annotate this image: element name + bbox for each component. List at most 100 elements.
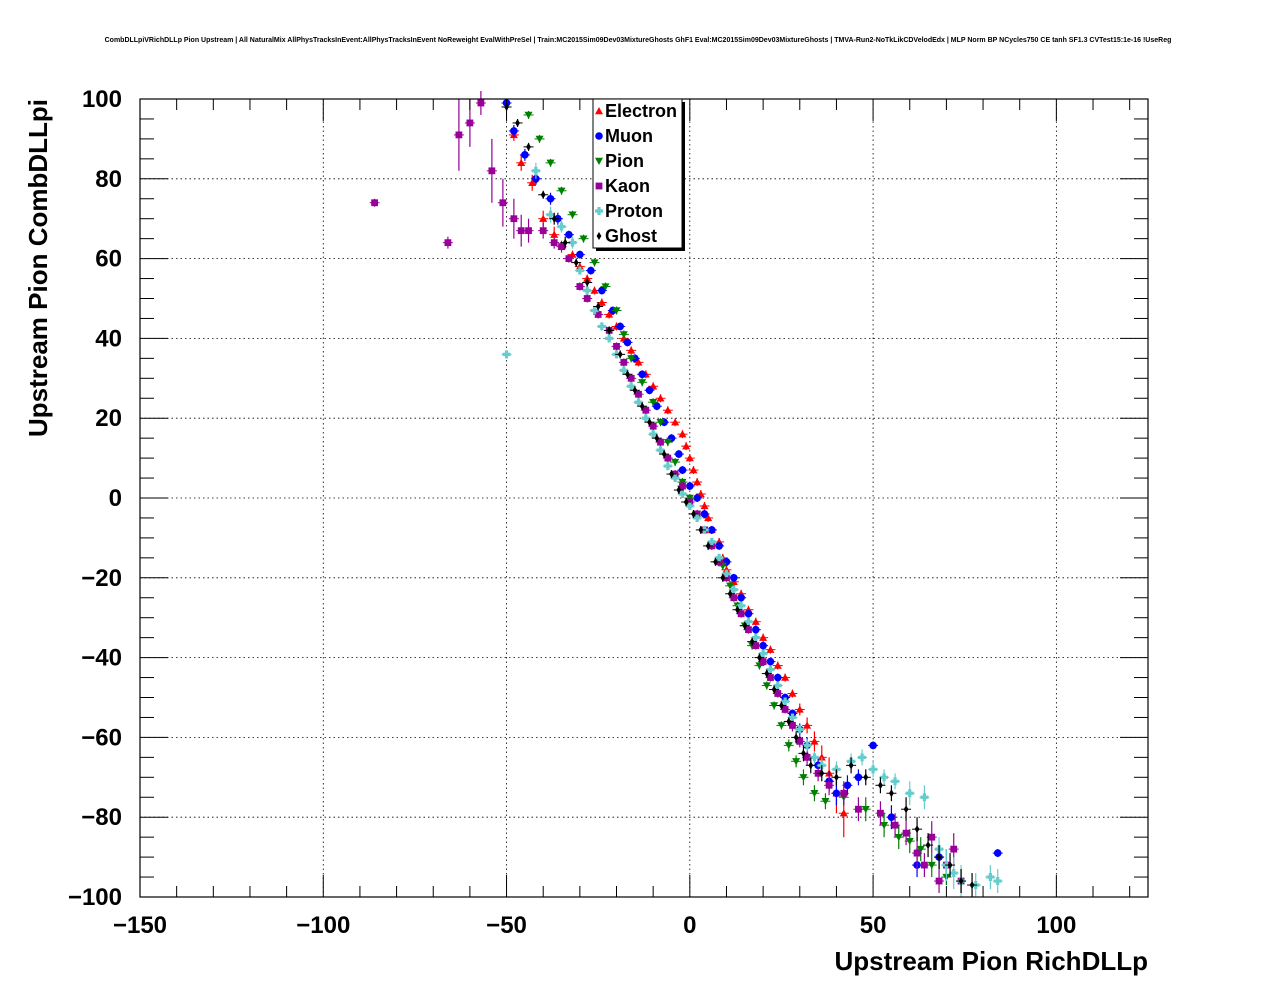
- data-point: [546, 210, 555, 219]
- data-point: [663, 438, 672, 447]
- data-point: [510, 215, 518, 223]
- data-point: [619, 366, 628, 375]
- data-point: [905, 837, 914, 846]
- data-point: [656, 446, 665, 455]
- data-point: [583, 295, 591, 302]
- data-point: [575, 266, 584, 275]
- data-point: [634, 358, 643, 366]
- data-point: [656, 418, 665, 427]
- data-point: [632, 386, 638, 395]
- data-point: [891, 821, 899, 829]
- data-point: [861, 806, 870, 814]
- data-point: [749, 637, 755, 646]
- data-point: [796, 737, 804, 745]
- data-point: [675, 450, 683, 458]
- data-point: [664, 454, 672, 462]
- data-point: [832, 789, 841, 798]
- data-point: [558, 243, 565, 251]
- data-point: [590, 286, 599, 294]
- data-point: [840, 789, 848, 797]
- data-point: [704, 513, 713, 522]
- data-point: [638, 370, 646, 379]
- data-point: [903, 805, 909, 814]
- data-point: [653, 402, 661, 411]
- data-point: [757, 653, 762, 662]
- data-point: [793, 733, 799, 742]
- data-point: [737, 601, 746, 610]
- data-point: [623, 338, 632, 347]
- data-point: [848, 761, 854, 770]
- data-point: [751, 625, 760, 634]
- data-point: [792, 758, 801, 766]
- data-point: [605, 310, 614, 318]
- data-point: [887, 813, 896, 821]
- data-point: [693, 478, 702, 486]
- data-point: [605, 334, 614, 343]
- y-tick-label: −40: [81, 645, 122, 672]
- data-point: [722, 569, 731, 578]
- data-point: [799, 774, 808, 782]
- data-point: [594, 311, 602, 318]
- data-point: [839, 809, 848, 817]
- data-point: [685, 454, 694, 462]
- data-point: [693, 513, 702, 522]
- data-point: [707, 537, 716, 546]
- legend-label-muon: Muon: [605, 126, 653, 146]
- series-kaon: [369, 91, 967, 894]
- data-point: [969, 881, 975, 890]
- data-point: [773, 673, 782, 682]
- data-point: [777, 722, 786, 730]
- x-tick-label: 100: [1036, 912, 1076, 939]
- data-point: [914, 825, 920, 834]
- data-point: [587, 266, 595, 275]
- data-point: [524, 111, 533, 119]
- data-point: [877, 809, 884, 817]
- data-point: [947, 861, 953, 870]
- data-point: [634, 398, 643, 407]
- data-point: [773, 661, 782, 669]
- series-muon: [501, 99, 1003, 878]
- data-point: [617, 350, 623, 359]
- data-point: [869, 741, 877, 750]
- data-point: [575, 262, 584, 270]
- y-tick-label: −60: [81, 724, 122, 751]
- data-point: [685, 501, 694, 510]
- data-point: [770, 702, 779, 710]
- data-point: [565, 255, 573, 262]
- data-point: [803, 753, 811, 761]
- data-point: [590, 259, 599, 267]
- data-point: [612, 307, 621, 315]
- data-point: [597, 298, 606, 306]
- data-point: [993, 877, 1002, 886]
- data-point: [817, 753, 826, 761]
- y-tick-label: 100: [82, 86, 122, 113]
- data-point: [858, 753, 867, 762]
- data-point: [654, 434, 660, 443]
- data-point: [789, 722, 796, 729]
- data-point: [455, 131, 463, 139]
- data-point: [751, 617, 760, 625]
- data-point: [601, 283, 610, 291]
- data-point: [528, 178, 537, 186]
- data-point: [759, 633, 768, 641]
- data-point: [647, 418, 652, 427]
- legend-marker-ghost: [596, 232, 602, 240]
- data-point: [671, 474, 680, 483]
- data-point: [678, 430, 687, 438]
- legend-marker-pion: [595, 157, 603, 165]
- data-point: [693, 494, 701, 502]
- data-point: [526, 142, 531, 151]
- data-point: [686, 482, 694, 490]
- data-point: [635, 390, 642, 398]
- data-point: [752, 642, 760, 650]
- data-point: [679, 482, 686, 490]
- x-tick-label: 50: [860, 912, 887, 939]
- data-point: [713, 557, 718, 566]
- data-point: [788, 713, 797, 722]
- data-point: [928, 833, 936, 841]
- data-points: [369, 91, 1003, 897]
- data-point: [689, 466, 698, 474]
- data-point: [773, 681, 782, 690]
- y-tick-label: 80: [95, 166, 122, 193]
- data-point: [788, 689, 797, 697]
